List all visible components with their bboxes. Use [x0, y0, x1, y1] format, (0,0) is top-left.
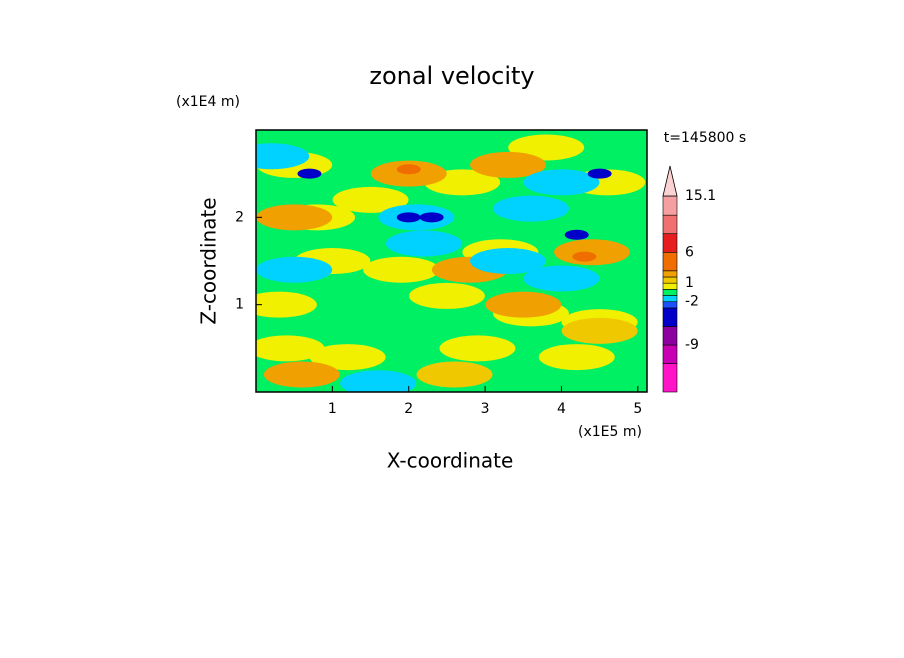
- contour-region: [523, 265, 600, 292]
- y-tick-label: 2: [235, 209, 244, 225]
- contour-region: [408, 282, 485, 309]
- colorbar-tick-label: 6: [685, 244, 694, 260]
- x-tick-label: 2: [404, 401, 413, 417]
- chart-title: zonal velocity: [369, 62, 534, 90]
- colorbar-band: [662, 363, 678, 393]
- contour-region: [363, 256, 440, 283]
- colorbar-tick-label: -9: [685, 337, 699, 353]
- contour-region: [256, 256, 333, 283]
- contour-region: [587, 168, 612, 179]
- x-unit: (x1E5 m): [578, 424, 642, 440]
- contour-region: [554, 239, 631, 266]
- contour-region: [572, 251, 597, 262]
- contour-region: [470, 151, 547, 178]
- contour-region: [470, 248, 547, 274]
- contour-region: [256, 335, 325, 362]
- colorbar-band: [662, 233, 678, 253]
- x-tick-label: 5: [633, 401, 642, 417]
- colorbar-band: [662, 251, 678, 272]
- contour-region: [538, 344, 615, 371]
- contour-region: [416, 361, 493, 388]
- colorbar-band: [662, 307, 678, 327]
- contour-region: [256, 291, 317, 318]
- contour-field: [256, 134, 646, 392]
- contour-region: [340, 370, 417, 392]
- colorbar-band: [662, 344, 678, 364]
- time-annotation: t=145800 s: [664, 130, 746, 146]
- colorbar-band: [662, 289, 678, 296]
- contour-region: [492, 195, 569, 222]
- x-tick-label: 3: [481, 401, 490, 417]
- plot-frame: [255, 129, 648, 393]
- colorbar-extension: [662, 165, 678, 197]
- contour-region: [309, 344, 386, 371]
- colorbar-band: [662, 214, 678, 235]
- contour-region: [256, 204, 333, 231]
- contour-region: [419, 212, 444, 223]
- contour-region: [297, 168, 322, 179]
- contour-region: [256, 143, 310, 170]
- x-tick-label: 1: [328, 401, 337, 417]
- colorbar-tick-label: 15.1: [685, 188, 716, 204]
- contour-region: [561, 317, 638, 344]
- contour-region: [523, 169, 600, 196]
- contour-region: [396, 212, 421, 223]
- y-tick-label: 1: [235, 297, 244, 313]
- colorbar-band: [662, 276, 678, 284]
- colorbar-band: [662, 301, 678, 309]
- contour-region: [564, 229, 589, 240]
- contour-region: [332, 186, 409, 213]
- colorbar-band: [662, 295, 678, 303]
- y-unit: (x1E4 m): [176, 94, 240, 110]
- colorbar-tick-label: 1: [685, 275, 694, 291]
- contour-region: [386, 230, 463, 257]
- y-axis-label: Z-coordinate: [197, 197, 221, 324]
- contour-region: [396, 164, 421, 175]
- x-tick-label: 4: [557, 401, 566, 417]
- colorbar-band: [662, 282, 678, 290]
- colorbar-band: [662, 326, 678, 346]
- colorbar-tick-label: -2: [685, 294, 699, 310]
- contour-region: [263, 361, 340, 388]
- colorbar-band: [662, 270, 678, 278]
- contour-region: [485, 291, 562, 318]
- contour-region: [439, 335, 516, 362]
- colorbar-band: [662, 195, 678, 216]
- x-axis-label: X-coordinate: [387, 449, 514, 473]
